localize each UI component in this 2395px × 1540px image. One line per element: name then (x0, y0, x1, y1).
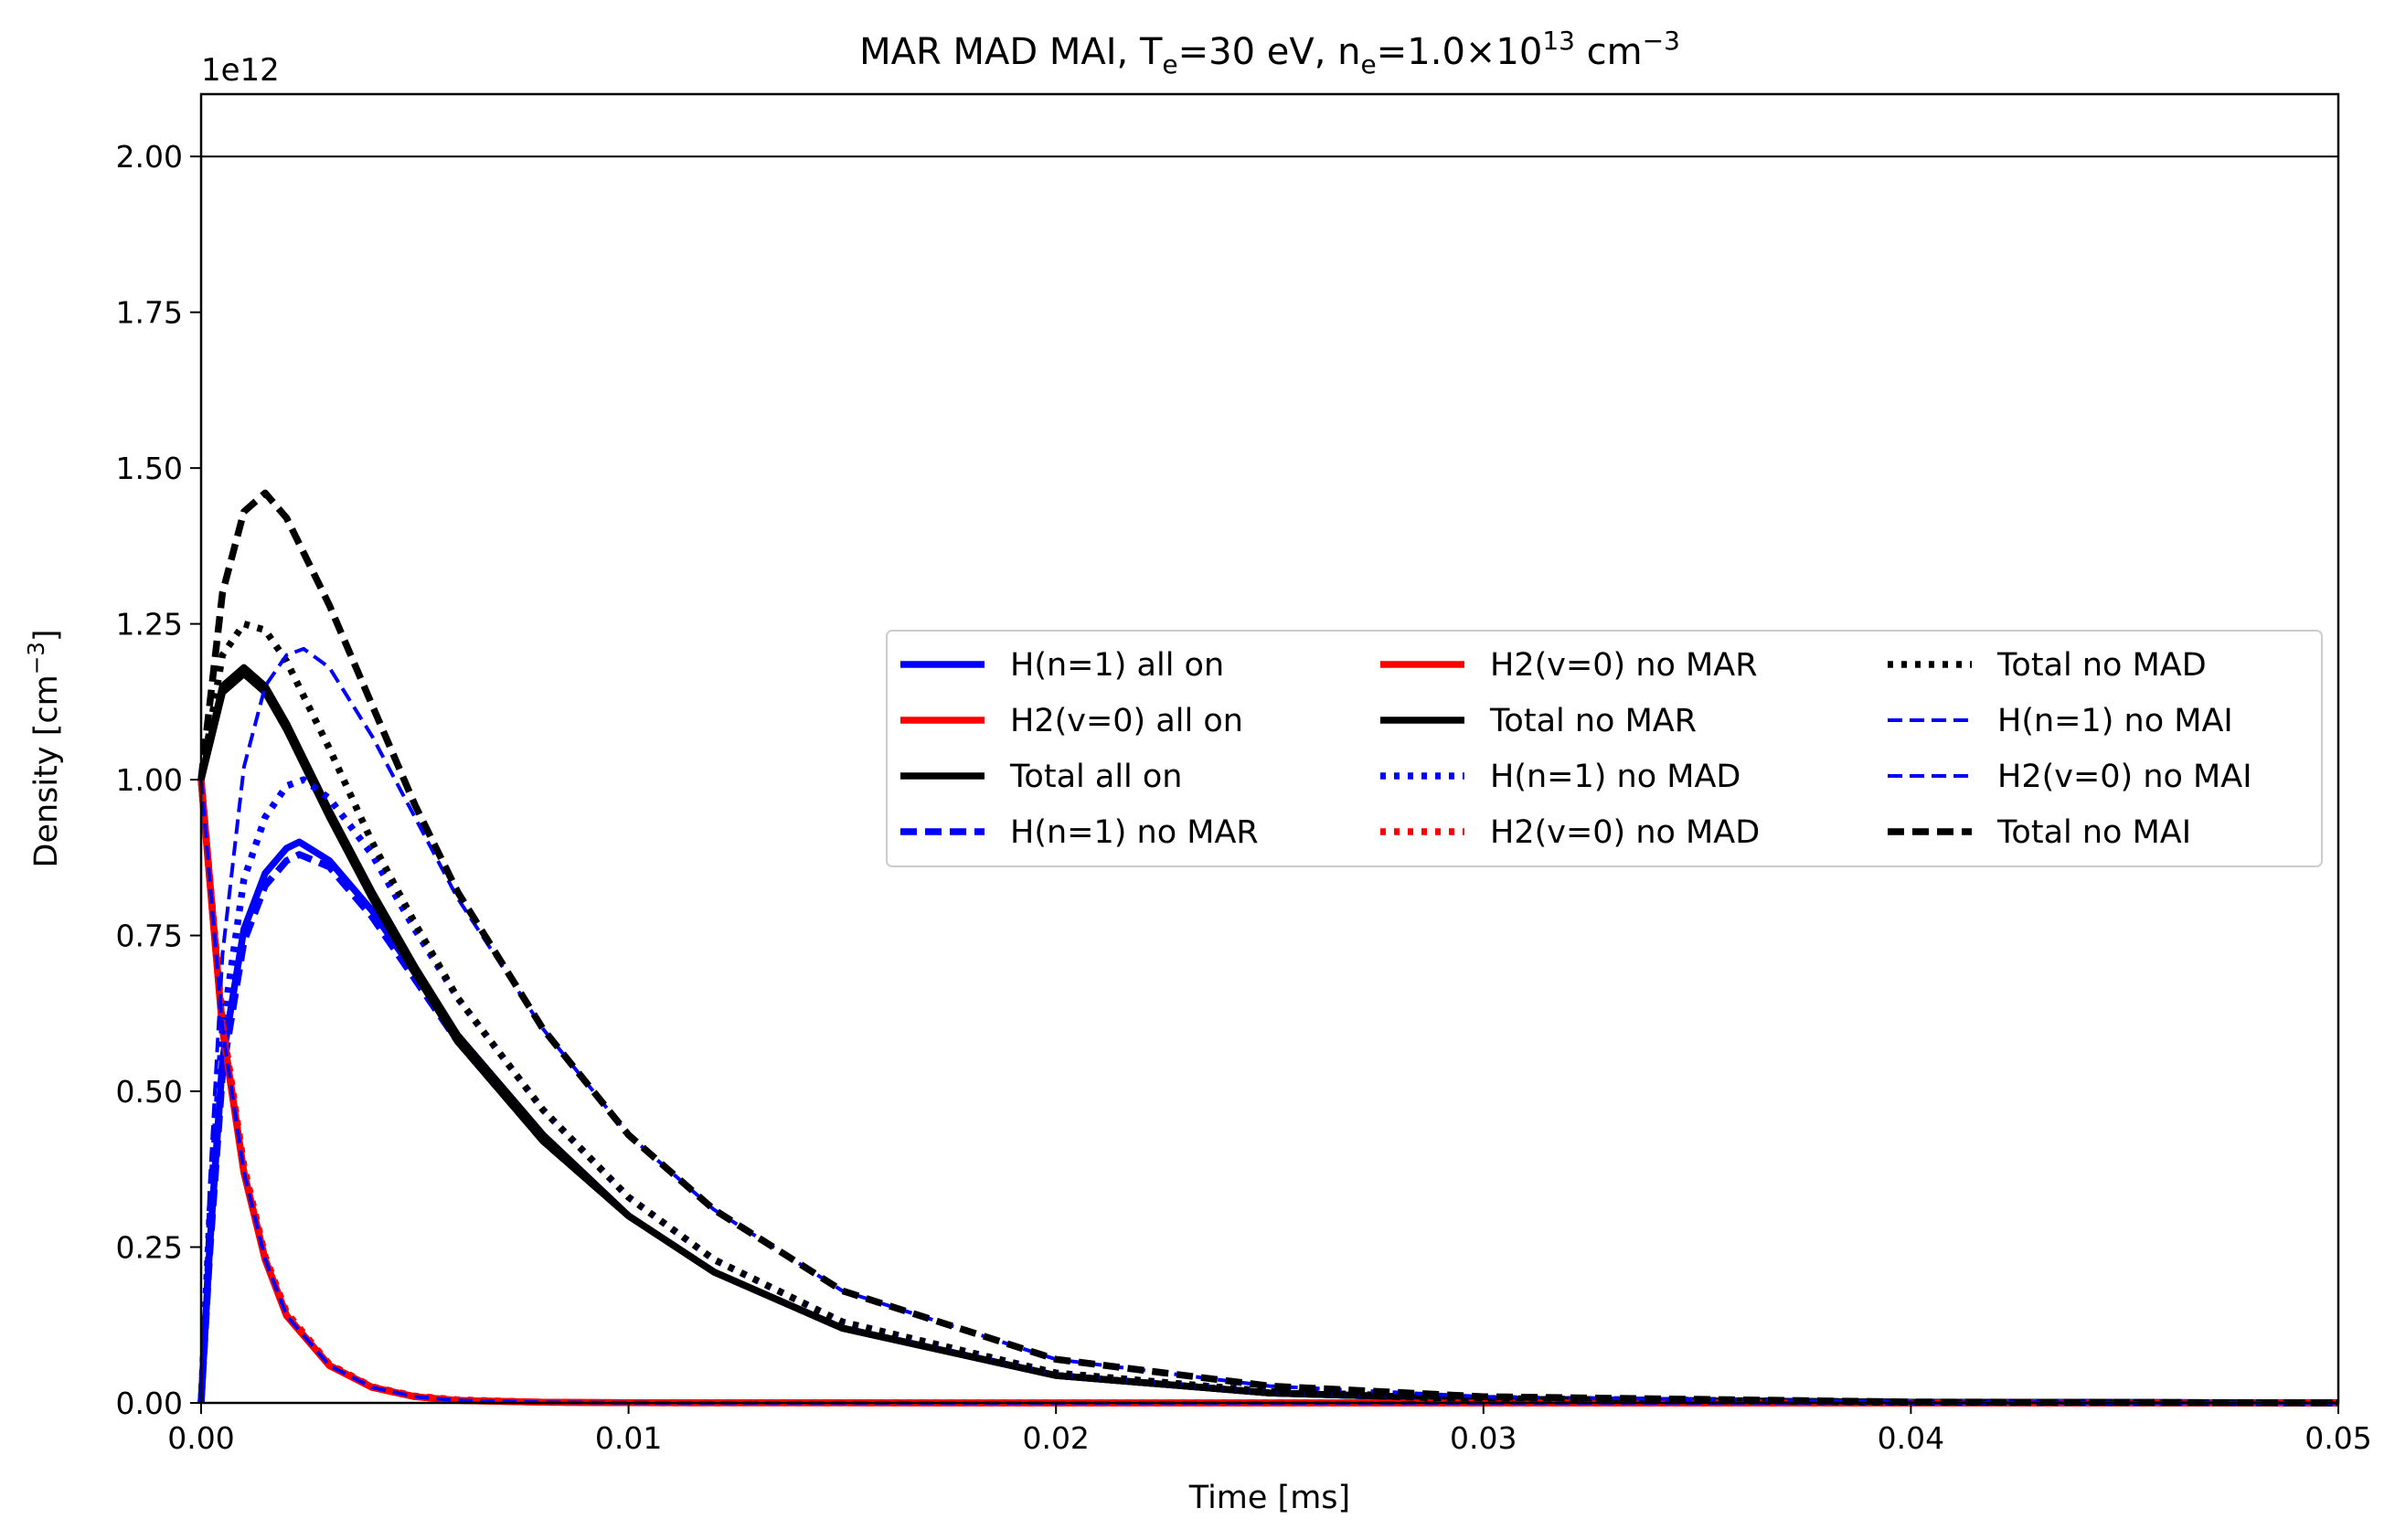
x-tick-label: 0.01 (595, 1420, 662, 1456)
x-axis-label: Time [ms] (1188, 1480, 1350, 1516)
y-tick-label: 0.25 (116, 1230, 183, 1266)
series-line-12 (197, 489, 2339, 1407)
series-line-5 (197, 779, 2338, 1407)
legend-label: H2(v=0) no MAI (1997, 759, 2252, 795)
legend-label: H(n=1) no MAI (1997, 703, 2233, 739)
series-line-11 (199, 779, 2338, 1405)
y-axis: 0.00 0.25 0.50 0.75 1.00 1.25 1.50 1.75 2.00 (116, 139, 201, 1421)
chart-title: MAR MAD MAI, Te=30 eV, ne=1.0×1013 cm−3 (859, 26, 1680, 80)
y-axis-label: Density [cm−3] (23, 630, 65, 868)
y-tick-label: 0.00 (116, 1386, 183, 1421)
x-tick-label: 0.02 (1022, 1420, 1089, 1456)
x-tick-label: 0.05 (2305, 1420, 2371, 1456)
series-line-2 (197, 779, 2338, 1407)
y-tick-label: 1.50 (116, 451, 183, 486)
legend-label: Total no MAR (1489, 703, 1697, 739)
y-tick-label: 1.75 (116, 295, 183, 331)
legend-label: H2(v=0) no MAR (1490, 647, 1758, 684)
y-tick-label: 1.00 (116, 762, 183, 798)
legend-label: Total no MAD (1996, 647, 2207, 684)
series-line-7 (197, 776, 2339, 1407)
series-line-9 (197, 620, 2339, 1407)
y-tick-label: 1.25 (116, 607, 183, 643)
legend-label: H2(v=0) no MAD (1490, 814, 1760, 851)
legend-label: H(n=1) no MAR (1010, 814, 1259, 851)
legend-label: H(n=1) all on (1010, 647, 1224, 684)
series-line-6 (197, 670, 2339, 1407)
y-tick-label: 2.00 (116, 139, 183, 175)
series-line-8 (197, 779, 2338, 1407)
plot-frame (199, 92, 2340, 1405)
legend-label: H(n=1) no MAD (1490, 759, 1740, 795)
x-axis: 0.00 0.01 0.02 0.03 0.04 0.05 (167, 1403, 2372, 1456)
series-line-4 (197, 851, 2339, 1407)
legend-box (886, 630, 2323, 867)
legend-label: Total no MAI (1996, 814, 2191, 851)
y-tick-label: 0.50 (116, 1074, 183, 1110)
series-line-1 (197, 838, 2339, 1407)
x-tick-label: 0.04 (1878, 1420, 1944, 1456)
x-tick-label: 0.00 (167, 1420, 234, 1456)
y-tick-label: 0.75 (116, 919, 183, 954)
legend-label: H2(v=0) all on (1010, 703, 1243, 739)
x-tick-label: 0.03 (1450, 1420, 1517, 1456)
legend-label: Total all on (1009, 759, 1182, 795)
legend: H(n=1) all on H2(v=0) all on Total all on H… (886, 630, 2323, 867)
y-offset-text: 1e12 (201, 52, 280, 89)
